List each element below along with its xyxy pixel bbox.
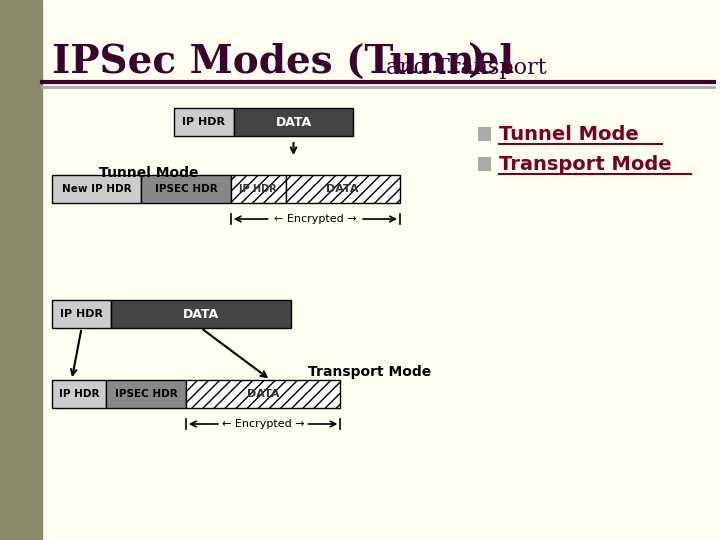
Text: Transport Mode: Transport Mode bbox=[500, 156, 672, 174]
Bar bbox=[112, 300, 290, 328]
Bar bbox=[174, 108, 234, 136]
Bar bbox=[231, 175, 286, 203]
Text: Tunnel Mode: Tunnel Mode bbox=[500, 125, 639, 145]
Bar bbox=[234, 108, 354, 136]
Text: IPSec Modes (Tunnel: IPSec Modes (Tunnel bbox=[52, 43, 514, 81]
Text: New IP HDR: New IP HDR bbox=[62, 184, 131, 194]
Text: DATA: DATA bbox=[183, 307, 219, 321]
Text: IP HDR: IP HDR bbox=[60, 309, 103, 319]
Bar bbox=[477, 127, 492, 141]
Text: IPSEC HDR: IPSEC HDR bbox=[115, 389, 178, 399]
Bar bbox=[52, 175, 141, 203]
Bar bbox=[52, 380, 107, 408]
Bar bbox=[186, 380, 341, 408]
Bar bbox=[107, 380, 186, 408]
Text: DATA: DATA bbox=[326, 184, 359, 194]
Text: Transport Mode: Transport Mode bbox=[308, 365, 432, 379]
Bar bbox=[0, 0, 42, 540]
Text: IP HDR: IP HDR bbox=[182, 117, 225, 127]
Text: Tunnel Mode: Tunnel Mode bbox=[99, 166, 199, 180]
Text: IP HDR: IP HDR bbox=[59, 389, 99, 399]
Text: ): ) bbox=[467, 43, 486, 81]
Text: ← Encrypted →: ← Encrypted → bbox=[222, 419, 305, 429]
Text: ← Encrypted →: ← Encrypted → bbox=[274, 214, 356, 224]
Text: IPSEC HDR: IPSEC HDR bbox=[155, 184, 217, 194]
Bar bbox=[477, 157, 492, 171]
Bar bbox=[286, 175, 400, 203]
Text: and Transport: and Transport bbox=[386, 57, 546, 79]
Bar bbox=[52, 300, 112, 328]
Text: IP HDR: IP HDR bbox=[239, 184, 277, 194]
Text: DATA: DATA bbox=[247, 389, 279, 399]
Text: DATA: DATA bbox=[276, 116, 312, 129]
Bar bbox=[141, 175, 231, 203]
